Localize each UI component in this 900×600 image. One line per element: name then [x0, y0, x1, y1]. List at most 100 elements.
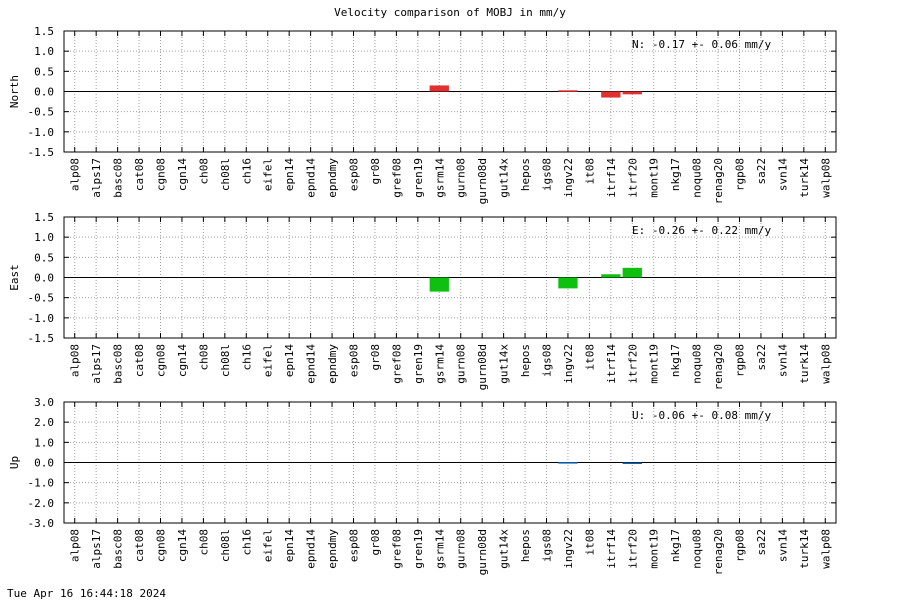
x-tick-label-itrf20: itrf20	[626, 529, 639, 569]
x-tick-label-alp08: alp08	[69, 529, 82, 562]
x-tick-label-cgn14: cgn14	[176, 158, 189, 191]
y-tick-label: -3.0	[28, 517, 55, 530]
x-tick-label-renag20: renag20	[712, 344, 725, 390]
y-tick-label: -2.0	[28, 497, 55, 510]
bar-ingv22	[558, 462, 578, 464]
x-tick-label-gurn08d: gurn08d	[476, 529, 489, 575]
x-tick-label-rgp08: rgp08	[734, 529, 747, 562]
x-tick-label-ch08l: ch08l	[219, 529, 232, 562]
x-tick-label-ch08l: ch08l	[219, 158, 232, 191]
y-tick-label: 0.5	[34, 65, 54, 78]
y-tick-label: 3.0	[34, 396, 54, 409]
bar-ingv22	[558, 90, 578, 92]
y-tick-label: 1.0	[34, 45, 54, 58]
x-tick-label-itrf14: itrf14	[605, 344, 618, 384]
x-tick-label-esp08: esp08	[348, 158, 361, 191]
bar-gsrm14	[429, 85, 449, 92]
x-tick-label-gurn08d: gurn08d	[476, 344, 489, 390]
x-tick-label-sa22: sa22	[755, 158, 768, 185]
x-tick-label-alp08: alp08	[69, 158, 82, 191]
y-tick-label: -1.0	[28, 477, 55, 490]
x-tick-label-mont19: mont19	[648, 344, 661, 384]
x-tick-label-basc08: basc08	[112, 344, 125, 384]
x-tick-label-gut14x: gut14x	[498, 529, 511, 569]
x-tick-label-gr08: gr08	[369, 529, 382, 556]
x-tick-label-it08: it08	[583, 344, 596, 371]
x-tick-label-eifel: eifel	[262, 344, 275, 377]
x-tick-label-epnd14: epnd14	[305, 158, 318, 198]
x-tick-label-renag20: renag20	[712, 529, 725, 575]
x-tick-label-nkg17: nkg17	[669, 344, 682, 377]
x-tick-label-hepos: hepos	[519, 158, 532, 191]
bar-ingv22	[558, 277, 578, 289]
y-tick-label: -1.5	[28, 332, 55, 345]
x-tick-label-gsrm14: gsrm14	[433, 158, 446, 198]
x-tick-label-gurn08: gurn08	[455, 158, 468, 198]
x-tick-label-ch16: ch16	[240, 158, 253, 185]
summary-label: N: -0.17 +- 0.06 mm/y	[632, 38, 771, 51]
x-tick-label-gr08: gr08	[369, 158, 382, 185]
x-tick-label-eifel: eifel	[262, 529, 275, 562]
x-tick-label-cgn08: cgn08	[155, 158, 168, 191]
x-tick-label-nkg17: nkg17	[669, 158, 682, 191]
x-tick-label-walp08: walp08	[819, 529, 832, 569]
y-tick-label: 0.0	[34, 457, 54, 470]
x-tick-label-it08: it08	[583, 158, 596, 185]
x-tick-label-noqu08: noqu08	[691, 158, 704, 198]
x-tick-label-eifel: eifel	[262, 158, 275, 191]
x-tick-label-rgp08: rgp08	[734, 344, 747, 377]
y-tick-label: -0.5	[28, 292, 55, 305]
x-tick-label-ch16: ch16	[240, 529, 253, 556]
x-tick-label-gren19: gren19	[412, 344, 425, 384]
y-tick-label: 0.5	[34, 251, 54, 264]
x-tick-label-esp08: esp08	[348, 344, 361, 377]
x-tick-label-itrf20: itrf20	[626, 344, 639, 384]
x-tick-label-ch08: ch08	[197, 529, 210, 556]
y-tick-label: 0.0	[34, 86, 54, 99]
x-tick-label-gut14x: gut14x	[498, 158, 511, 198]
y-tick-label: -0.5	[28, 106, 55, 119]
x-tick-label-turk14: turk14	[798, 344, 811, 384]
x-tick-label-epndmy: epndmy	[326, 158, 339, 198]
y-tick-label: 1.5	[34, 211, 54, 224]
y-tick-label: -1.5	[28, 146, 55, 159]
x-tick-label-sa22: sa22	[755, 529, 768, 556]
panel-up: 3.0 2.0 1.0 0.0 -1.0 -2.0 -3.0 alp08 alps17 basc0…	[8, 396, 837, 575]
x-tick-label-epnd14: epnd14	[305, 344, 318, 384]
bar-itrf14	[601, 274, 621, 278]
y-tick-label: -1.0	[28, 126, 55, 139]
bar-gsrm14	[429, 277, 449, 292]
bar-itrf20	[622, 91, 642, 95]
x-tick-label-epndmy: epndmy	[326, 529, 339, 569]
x-tick-label-alp08: alp08	[69, 344, 82, 377]
x-tick-label-hepos: hepos	[519, 529, 532, 562]
x-tick-label-ch08: ch08	[197, 158, 210, 185]
x-tick-label-epndmy: epndmy	[326, 344, 339, 384]
x-tick-label-hepos: hepos	[519, 344, 532, 377]
x-tick-label-cat08: cat08	[133, 158, 146, 191]
x-tick-label-mont19: mont19	[648, 529, 661, 569]
x-tick-label-gut14x: gut14x	[498, 344, 511, 384]
y-axis-label: Up	[8, 456, 21, 469]
x-tick-label-cat08: cat08	[133, 344, 146, 377]
bar-itrf14	[601, 91, 621, 98]
plot-frame	[63, 30, 837, 153]
x-tick-label-renag20: renag20	[712, 158, 725, 204]
y-axis-label: North	[8, 75, 21, 108]
bar-itrf20	[622, 462, 642, 464]
x-tick-label-turk14: turk14	[798, 158, 811, 198]
x-tick-label-cgn14: cgn14	[176, 344, 189, 377]
x-tick-label-ingv22: ingv22	[562, 344, 575, 384]
x-tick-label-ingv22: ingv22	[562, 529, 575, 569]
x-tick-label-gref08: gref08	[390, 158, 403, 198]
x-tick-label-rgp08: rgp08	[734, 158, 747, 191]
y-axis-label: East	[8, 264, 21, 291]
x-tick-label-epn14: epn14	[283, 344, 296, 377]
x-tick-label-it08: it08	[583, 529, 596, 556]
x-tick-label-gurn08: gurn08	[455, 529, 468, 569]
x-tick-label-walp08: walp08	[819, 158, 832, 198]
y-tick-label: 2.0	[34, 416, 54, 429]
x-tick-label-gref08: gref08	[390, 344, 403, 384]
x-tick-label-cgn08: cgn08	[155, 529, 168, 562]
x-tick-label-sa22: sa22	[755, 344, 768, 371]
